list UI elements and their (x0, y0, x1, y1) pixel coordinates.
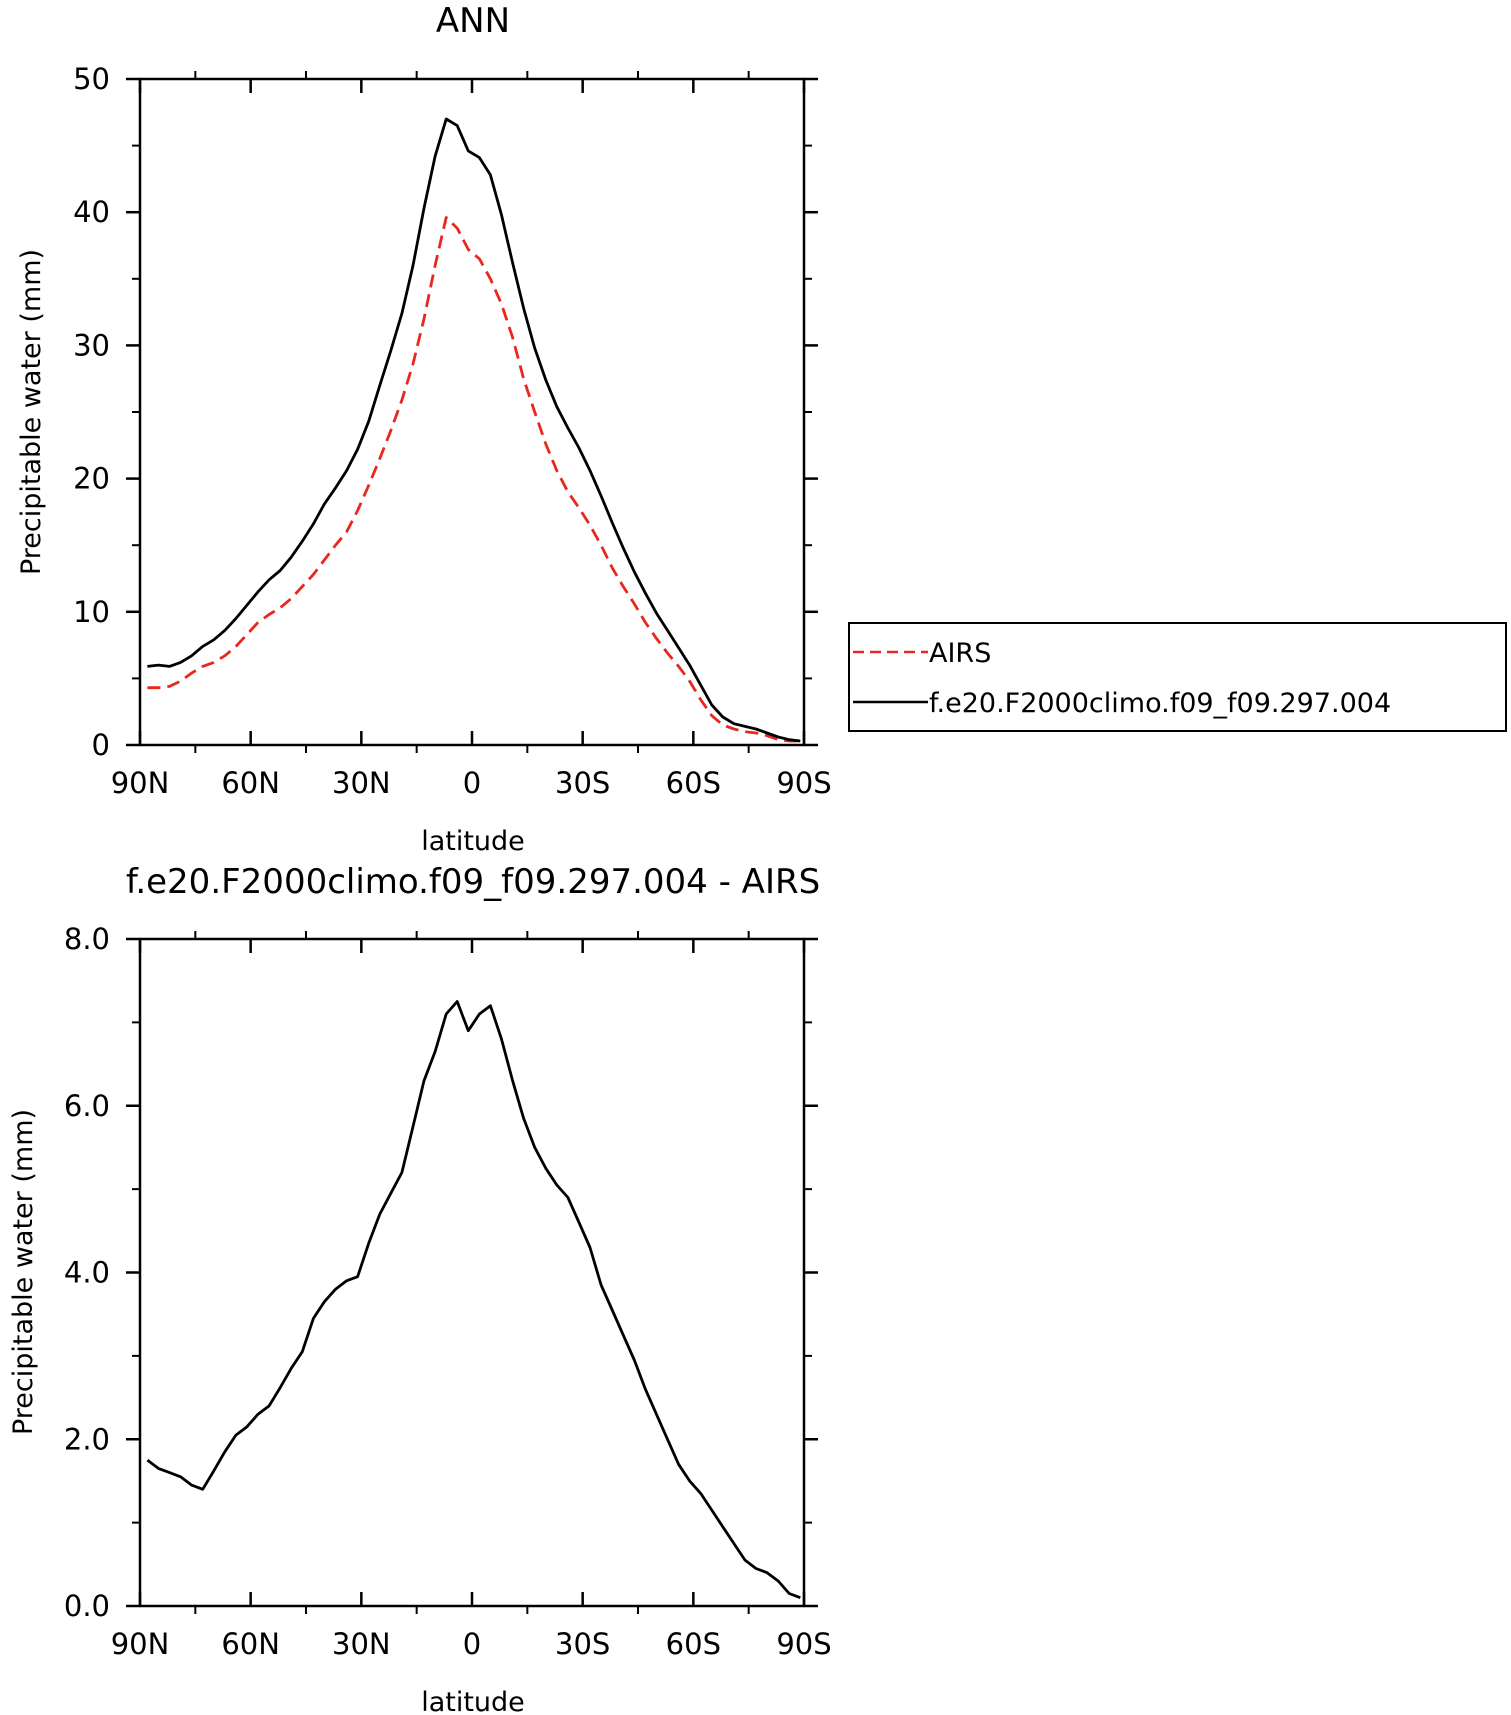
series-line-airs (147, 216, 801, 743)
series-line-f-e20-f2000climo-f09-f09-297-004 (147, 117, 801, 743)
data-lines (146, 1000, 801, 1600)
data-lines (147, 117, 801, 743)
x-tick-label: 60S (666, 766, 721, 800)
x-tick-label: 60N (221, 766, 280, 800)
legend-box (848, 622, 1507, 732)
x-tick-label: 30S (555, 1627, 610, 1661)
series-line-difference (146, 1000, 801, 1600)
y-tick-label: 8.0 (64, 922, 110, 956)
chart-title: ANN (436, 1, 510, 41)
x-tick-label: 90N (111, 1627, 170, 1661)
x-tick-label: 90S (776, 1627, 831, 1661)
plot-frame (138, 937, 806, 1608)
x-axis-title: latitude (421, 1687, 525, 1715)
y-axis-title: Precipitable water (mm) (16, 249, 47, 575)
x-axis-title: latitude (421, 826, 525, 857)
axis-ticks: 90N 60N 30N 0 30S 60S 90S 0.0 2.0 4.0 6.0 8.0 (64, 922, 832, 1661)
y-tick-label: 2.0 (64, 1422, 110, 1456)
y-tick-label: 30 (73, 328, 110, 362)
y-tick-label: 0.0 (64, 1589, 110, 1623)
x-tick-label: 90S (776, 766, 831, 800)
y-tick-label: 50 (73, 62, 110, 96)
chart-difference: f.e20.F2000climo.f09_f09.297.004 - AIRS … (8, 862, 832, 1715)
x-tick-label: 90N (111, 766, 170, 800)
axis-ticks: 90N 60N 30N 0 30S 60S 90S 0 10 20 30 40 50 (73, 62, 832, 800)
y-axis-title: Precipitable water (mm) (8, 1109, 39, 1435)
y-tick-label: 6.0 (64, 1089, 110, 1123)
x-tick-label: 0 (463, 766, 481, 800)
x-tick-label: 30N (332, 1627, 391, 1661)
x-tick-label: 60S (666, 1627, 721, 1661)
x-tick-label: 30N (332, 766, 391, 800)
plot-frame (138, 77, 806, 747)
x-tick-label: 30S (555, 766, 610, 800)
x-tick-label: 0 (463, 1627, 481, 1661)
legend-label-airs: AIRS (929, 638, 991, 669)
y-tick-label: 40 (73, 195, 110, 229)
x-tick-label: 60N (221, 1627, 280, 1661)
y-tick-label: 0 (92, 728, 110, 762)
chart-annual-mean: ANN 90N 60N 30N 0 30S 60S 90S 0 10 20 30 40 50 latit… (16, 1, 1507, 857)
y-tick-label: 20 (73, 462, 110, 496)
y-tick-label: 4.0 (64, 1256, 110, 1290)
legend: AIRS f.e20.F2000climo.f09_f09.297.004 (848, 622, 1507, 732)
y-tick-label: 10 (73, 595, 110, 629)
legend-label-model: f.e20.F2000climo.f09_f09.297.004 (929, 688, 1391, 719)
chart-title: f.e20.F2000climo.f09_f09.297.004 - AIRS (126, 862, 820, 902)
